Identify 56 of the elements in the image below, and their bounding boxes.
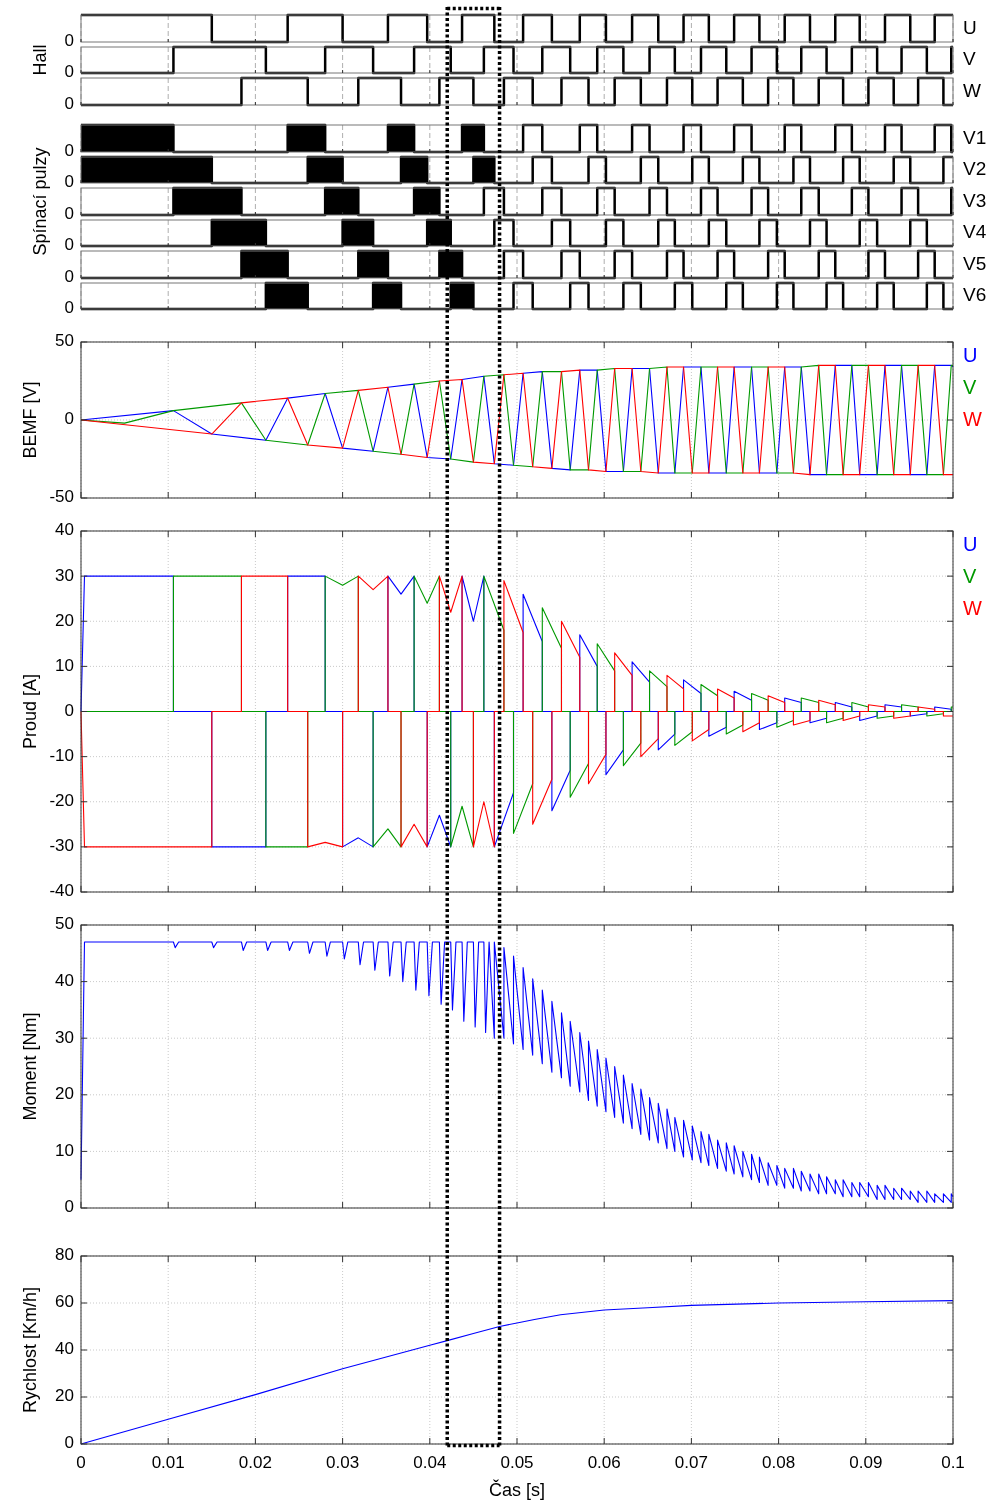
x-tick-label: 0.02: [238, 1453, 272, 1472]
series-label: U: [963, 16, 977, 38]
y-axis-title: Proud [A]: [20, 673, 40, 750]
text: W: [963, 597, 982, 620]
y-tick-label: 0: [64, 1433, 74, 1453]
x-tick-label: 0.05: [500, 1453, 534, 1472]
series-label: V3: [963, 189, 987, 211]
x-tick-label: 0: [76, 1453, 86, 1472]
y-tick-label: 10: [55, 1140, 74, 1160]
series-label: W: [963, 79, 981, 101]
series-label: V4: [963, 221, 987, 243]
x-tick-label: 0.03: [326, 1453, 360, 1472]
series-label: V: [963, 48, 976, 70]
y-tick-label: -40: [49, 881, 74, 901]
x-tick-label: 0.04: [413, 1453, 447, 1472]
y-axis-title: Spínací pulzy: [30, 147, 50, 256]
y-axis-title: BEMF [V]: [20, 381, 40, 459]
y-tick-label: 0: [64, 700, 74, 720]
y-tick-label: 0: [64, 409, 74, 429]
y-tick-label: 60: [55, 1292, 74, 1312]
series-label: V2: [963, 158, 987, 180]
y-tick-label: 50: [55, 914, 74, 934]
y-tick-label: 40: [55, 520, 74, 540]
x-tick-label: 0.07: [674, 1453, 708, 1472]
y-tick-label: 10: [55, 655, 74, 675]
series-label: V1: [963, 126, 987, 148]
x-tick-label: 0.09: [849, 1453, 883, 1472]
y-tick-label: -20: [49, 791, 74, 811]
series-label: V6: [963, 284, 987, 306]
y-tick-label: 20: [55, 610, 74, 630]
y-tick-label: 20: [55, 1386, 74, 1406]
text: V: [963, 565, 977, 588]
y-tick-label: 80: [55, 1245, 74, 1265]
y-tick-label: -10: [49, 746, 74, 766]
y-tick-label: 30: [55, 1027, 74, 1047]
y-tick-label: 0: [64, 1197, 74, 1217]
x-tick-label: 0.06: [587, 1453, 621, 1472]
x-tick-label: 0.08: [762, 1453, 796, 1472]
y-tick-label: 20: [55, 1084, 74, 1104]
y-axis-title: Moment [Nm]: [20, 1012, 40, 1121]
y-axis-title: Hall: [30, 44, 50, 76]
x-tick-label: 0.01: [151, 1453, 185, 1472]
y-tick-label: 50: [55, 331, 74, 351]
text: U: [963, 533, 978, 556]
x-axis-title: Čas [s]: [488, 1479, 546, 1500]
series-label: V: [963, 376, 977, 399]
series-label: V5: [963, 252, 987, 274]
y-tick-label: -50: [49, 487, 74, 507]
x-tick-label: 0.1: [941, 1453, 965, 1472]
series-label: W: [963, 408, 982, 431]
y-tick-label: 30: [55, 565, 74, 585]
y-tick-label: 40: [55, 1339, 74, 1359]
series-label: U: [963, 344, 978, 367]
y-axis-title: Rychlost [Km/h]: [20, 1286, 40, 1414]
y-tick-label: 40: [55, 971, 74, 991]
y-tick-label: -30: [49, 836, 74, 856]
